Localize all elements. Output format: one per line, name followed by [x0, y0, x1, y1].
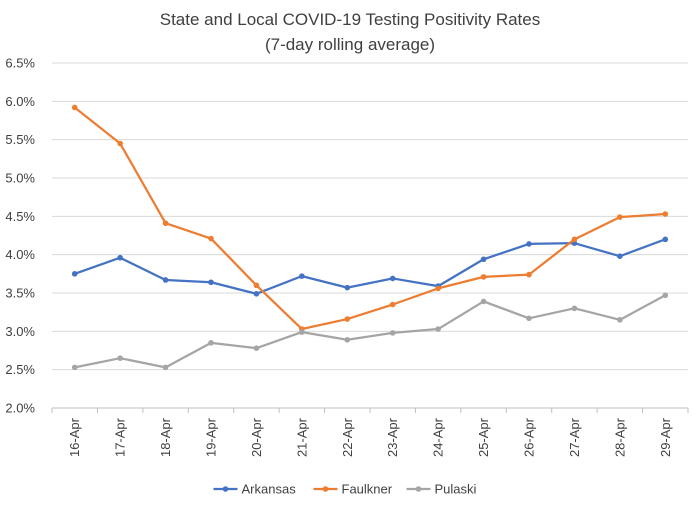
data-point-pulaski [617, 317, 623, 323]
data-point-faulkner [389, 301, 396, 308]
axes: 2.0% 2.5% 3.0% 3.5% 4.0% 4.5% 5.0% 5.5% 6.0% 6.5%… [5, 56, 689, 457]
gridlines [52, 62, 688, 371]
x-tick-label: 29-Apr [658, 417, 673, 457]
data-point-arkansas [526, 241, 532, 247]
data-point-faulkner [71, 104, 78, 111]
legend-label: Faulkner [342, 482, 393, 497]
x-tick-label: 25-Apr [476, 417, 491, 457]
data-point-faulkner [344, 316, 351, 322]
data-point-faulkner [480, 274, 487, 280]
legend-item-arkansas: Arkansas [213, 482, 297, 497]
data-point-arkansas [208, 279, 214, 286]
data-point-pulaski [344, 336, 351, 343]
y-tick-label: 5.0% [5, 171, 35, 186]
data-point-faulkner [617, 214, 623, 220]
data-point-pulaski [117, 355, 123, 361]
legend-label: Arkansas [242, 482, 297, 497]
legend-marker [222, 486, 229, 492]
legend: Arkansas Faulkner Pulaski [213, 482, 477, 497]
legend-marker [322, 486, 329, 492]
x-tick-label: 26-Apr [522, 417, 537, 457]
data-point-arkansas [162, 277, 169, 283]
data-point-pulaski [71, 364, 78, 371]
x-tick-label: 19-Apr [204, 417, 219, 457]
data-point-pulaski [299, 329, 305, 335]
data-point-faulkner [662, 211, 669, 217]
data-point-arkansas [480, 256, 487, 263]
x-tick-label: 21-Apr [294, 417, 309, 457]
y-tick-label: 4.5% [5, 209, 35, 224]
x-tick-label: 23-Apr [385, 417, 400, 457]
x-tick-label: 27-Apr [567, 417, 582, 457]
y-tick-label: 4.0% [5, 247, 35, 262]
chart-title-line-1: State and Local COVID-19 Testing Positiv… [160, 10, 540, 29]
data-point-arkansas [71, 271, 78, 277]
y-tick-label: 6.0% [5, 94, 35, 109]
x-tick-label: 20-Apr [249, 417, 264, 457]
x-tick-label: 22-Apr [340, 417, 355, 457]
data-point-arkansas [117, 254, 123, 261]
x-tick-label: 18-Apr [158, 417, 173, 457]
legend-item-faulkner: Faulkner [313, 482, 393, 497]
data-point-pulaski [480, 298, 487, 305]
data-point-pulaski [435, 326, 441, 332]
data-point-pulaski [526, 315, 532, 322]
x-tick-label: 24-Apr [431, 417, 446, 457]
series-line-pulaski [73, 294, 667, 369]
data-point-faulkner [526, 271, 532, 278]
x-tick-label: 17-Apr [113, 417, 128, 457]
data-point-arkansas [299, 273, 305, 279]
data-point-arkansas [253, 290, 260, 297]
legend-label: Pulaski [435, 482, 477, 497]
y-tick-label: 5.5% [5, 132, 35, 147]
data-point-pulaski [208, 340, 214, 346]
x-tick-label: 28-Apr [612, 417, 627, 457]
y-tick-label: 3.0% [5, 324, 35, 339]
data-point-faulkner [435, 285, 441, 292]
y-tick-label: 3.5% [5, 286, 35, 301]
series-layer [71, 104, 669, 371]
data-point-faulkner [162, 220, 169, 227]
chart-title-line-2: (7-day rolling average) [265, 35, 435, 54]
data-point-pulaski [662, 292, 669, 299]
data-point-faulkner [208, 235, 214, 242]
legend-marker [415, 486, 422, 492]
y-tick-label: 2.0% [5, 401, 35, 416]
data-point-arkansas [344, 284, 351, 291]
data-point-pulaski [162, 364, 169, 371]
y-tick-label: 2.5% [5, 362, 35, 377]
data-point-pulaski [571, 305, 578, 312]
data-point-faulkner [253, 282, 260, 289]
legend-item-pulaski: Pulaski [406, 482, 477, 497]
data-point-arkansas [389, 275, 396, 282]
x-tick-label: 16-Apr [67, 417, 82, 457]
data-point-pulaski [253, 345, 260, 352]
data-point-arkansas [617, 253, 623, 259]
series-line-arkansas [73, 238, 667, 295]
data-point-pulaski [389, 330, 396, 336]
data-point-arkansas [662, 236, 669, 243]
data-point-faulkner [117, 140, 123, 147]
data-point-faulkner [571, 236, 578, 243]
series-line-faulkner [73, 106, 667, 331]
y-tick-label: 6.5% [5, 56, 35, 71]
